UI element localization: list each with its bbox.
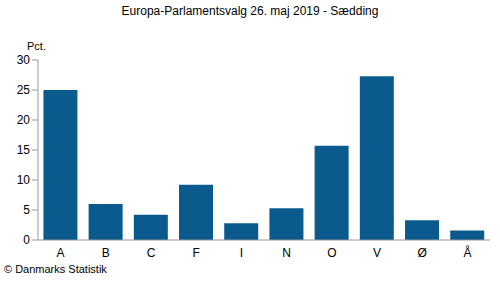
- svg-text:Ø: Ø: [418, 246, 427, 260]
- html-text:Europa-Parlamentsvalg 26. maj: Europa-Parlamentsvalg 26. maj 2019 - Sæd…: [121, 4, 379, 18]
- svg-text:Å: Å: [463, 245, 471, 260]
- svg-text:30: 30: [17, 53, 31, 67]
- svg-text:25: 25: [17, 83, 31, 97]
- svg-text:5: 5: [23, 203, 30, 217]
- svg-text:O: O: [327, 246, 336, 260]
- svg-text:N: N: [282, 246, 291, 260]
- svg-text:A: A: [57, 246, 65, 260]
- html-text:© Danmarks Statistik: © Danmarks Statistik: [4, 263, 107, 275]
- svg-text:10: 10: [17, 173, 31, 187]
- svg-text:B: B: [102, 246, 110, 260]
- svg-text:0: 0: [23, 233, 30, 247]
- svg-text:15: 15: [17, 143, 31, 157]
- svg-text:I: I: [240, 246, 243, 260]
- html-text:Pct.: Pct.: [27, 40, 46, 52]
- svg-text:F: F: [193, 246, 200, 260]
- svg-text:V: V: [373, 246, 381, 260]
- svg-text:C: C: [147, 246, 156, 260]
- svg-text:20: 20: [17, 113, 31, 127]
